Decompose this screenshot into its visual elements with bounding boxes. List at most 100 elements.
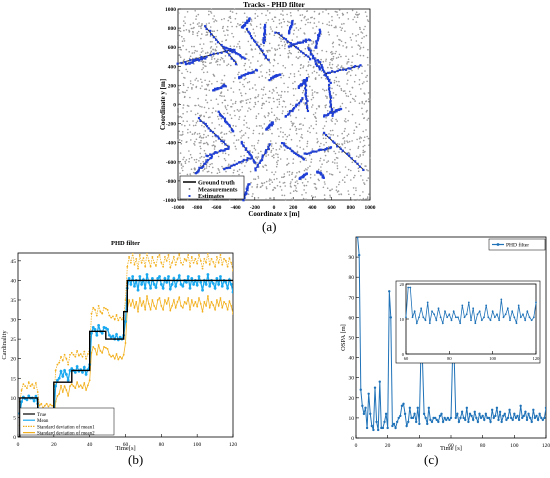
measurement-point: [360, 88, 362, 90]
estimate-point: [325, 147, 329, 150]
estimate-point: [232, 130, 235, 133]
measurement-point: [183, 40, 186, 42]
measurement-point: [263, 182, 266, 184]
estimate-point: [309, 151, 312, 154]
estimate-point: [219, 114, 222, 117]
y-tick-label: 10: [349, 416, 355, 422]
estimate-point: [249, 157, 252, 160]
measurement-point: [286, 24, 289, 27]
measurement-point: [314, 186, 316, 189]
measurement-point: [341, 179, 344, 181]
y-tick-label: 45: [11, 259, 17, 265]
estimate-point: [277, 32, 280, 35]
measurement-point: [181, 124, 183, 126]
measurement-point: [194, 104, 196, 107]
series-mean-point: [211, 282, 215, 285]
estimate-point: [239, 55, 242, 58]
measurement-point: [314, 112, 317, 114]
measurement-point: [283, 82, 285, 85]
measurement-point: [204, 152, 207, 155]
series-mean-point: [25, 398, 29, 402]
series-phd-point: [373, 386, 377, 389]
measurement-point: [179, 48, 181, 51]
measurement-point: [310, 98, 313, 101]
measurement-point: [199, 135, 202, 137]
measurement-point: [312, 42, 315, 44]
measurement-point: [188, 124, 191, 126]
series-std1-point: [108, 314, 111, 317]
series-std1-point: [137, 267, 139, 270]
measurement-point: [298, 140, 301, 142]
inset-series-point: [463, 316, 466, 319]
series-phd-point: [426, 422, 429, 426]
x-tick-label: 100: [489, 356, 497, 361]
measurement-point: [268, 180, 270, 182]
measurement-point: [233, 160, 236, 162]
measurement-point: [271, 171, 273, 174]
series-mean: [19, 273, 233, 420]
estimate-point: [254, 167, 257, 170]
measurement-point: [178, 139, 181, 141]
measurement-point: [189, 55, 192, 58]
measurement-point: [203, 133, 205, 136]
measurement-point: [264, 164, 266, 166]
measurement-point: [351, 61, 353, 64]
measurement-point: [207, 143, 209, 146]
measurement-point: [301, 182, 304, 184]
measurement-point: [192, 27, 194, 30]
series-std1-point: [169, 266, 172, 269]
series-true: [18, 279, 233, 437]
series-std2-point: [67, 394, 70, 397]
y-tick-label: 0: [351, 436, 354, 442]
measurement-point: [227, 89, 229, 91]
measurement-point: [221, 40, 223, 43]
estimate-point: [245, 21, 249, 24]
measurement-point: [204, 61, 207, 63]
measurement-point: [281, 10, 284, 12]
measurement-point: [292, 199, 295, 201]
series-std2-point: [185, 302, 188, 305]
y-tick-label: 15: [11, 376, 17, 382]
measurement-point: [248, 88, 251, 90]
estimate-point: [288, 26, 292, 29]
measurement-point: [227, 63, 230, 65]
series-phd-point: [468, 412, 472, 416]
measurement-point: [257, 94, 260, 96]
measurement-point: [338, 9, 341, 11]
measurement-point: [355, 126, 358, 128]
measurement-point: [275, 142, 277, 144]
measurement-point: [361, 102, 364, 104]
series-std1-point: [147, 259, 150, 262]
measurement-point: [368, 100, 370, 103]
estimate-point: [209, 153, 212, 156]
measurement-point: [297, 29, 300, 31]
inset-series-point: [435, 319, 438, 322]
measurement-point: [366, 109, 368, 112]
estimate-point: [295, 103, 299, 106]
measurement-point: [346, 63, 348, 65]
measurement-point: [287, 162, 290, 165]
estimate-point: [315, 40, 318, 43]
measurement-point: [325, 137, 327, 140]
estimate-point: [241, 160, 244, 163]
series-mean-point: [165, 280, 169, 284]
measurement-point: [311, 148, 314, 150]
estimate-point: [254, 40, 257, 43]
measurement-point: [242, 100, 244, 102]
series-std2-point: [153, 304, 156, 307]
measurement-point: [322, 88, 324, 91]
measurement-point: [331, 50, 333, 53]
estimate-point: [259, 48, 262, 51]
measurement-point: [287, 20, 289, 23]
series-std2-point: [169, 309, 172, 312]
measurement-point: [355, 34, 357, 37]
estimate-point: [315, 64, 319, 67]
measurement-point: [283, 181, 286, 184]
measurement-point: [263, 102, 265, 105]
series-mean-point: [111, 334, 115, 338]
series-std1-point: [208, 263, 211, 266]
measurement-point: [188, 57, 191, 60]
measurement-point: [335, 76, 337, 79]
measurement-point: [292, 104, 294, 107]
measurement-point: [278, 94, 280, 96]
